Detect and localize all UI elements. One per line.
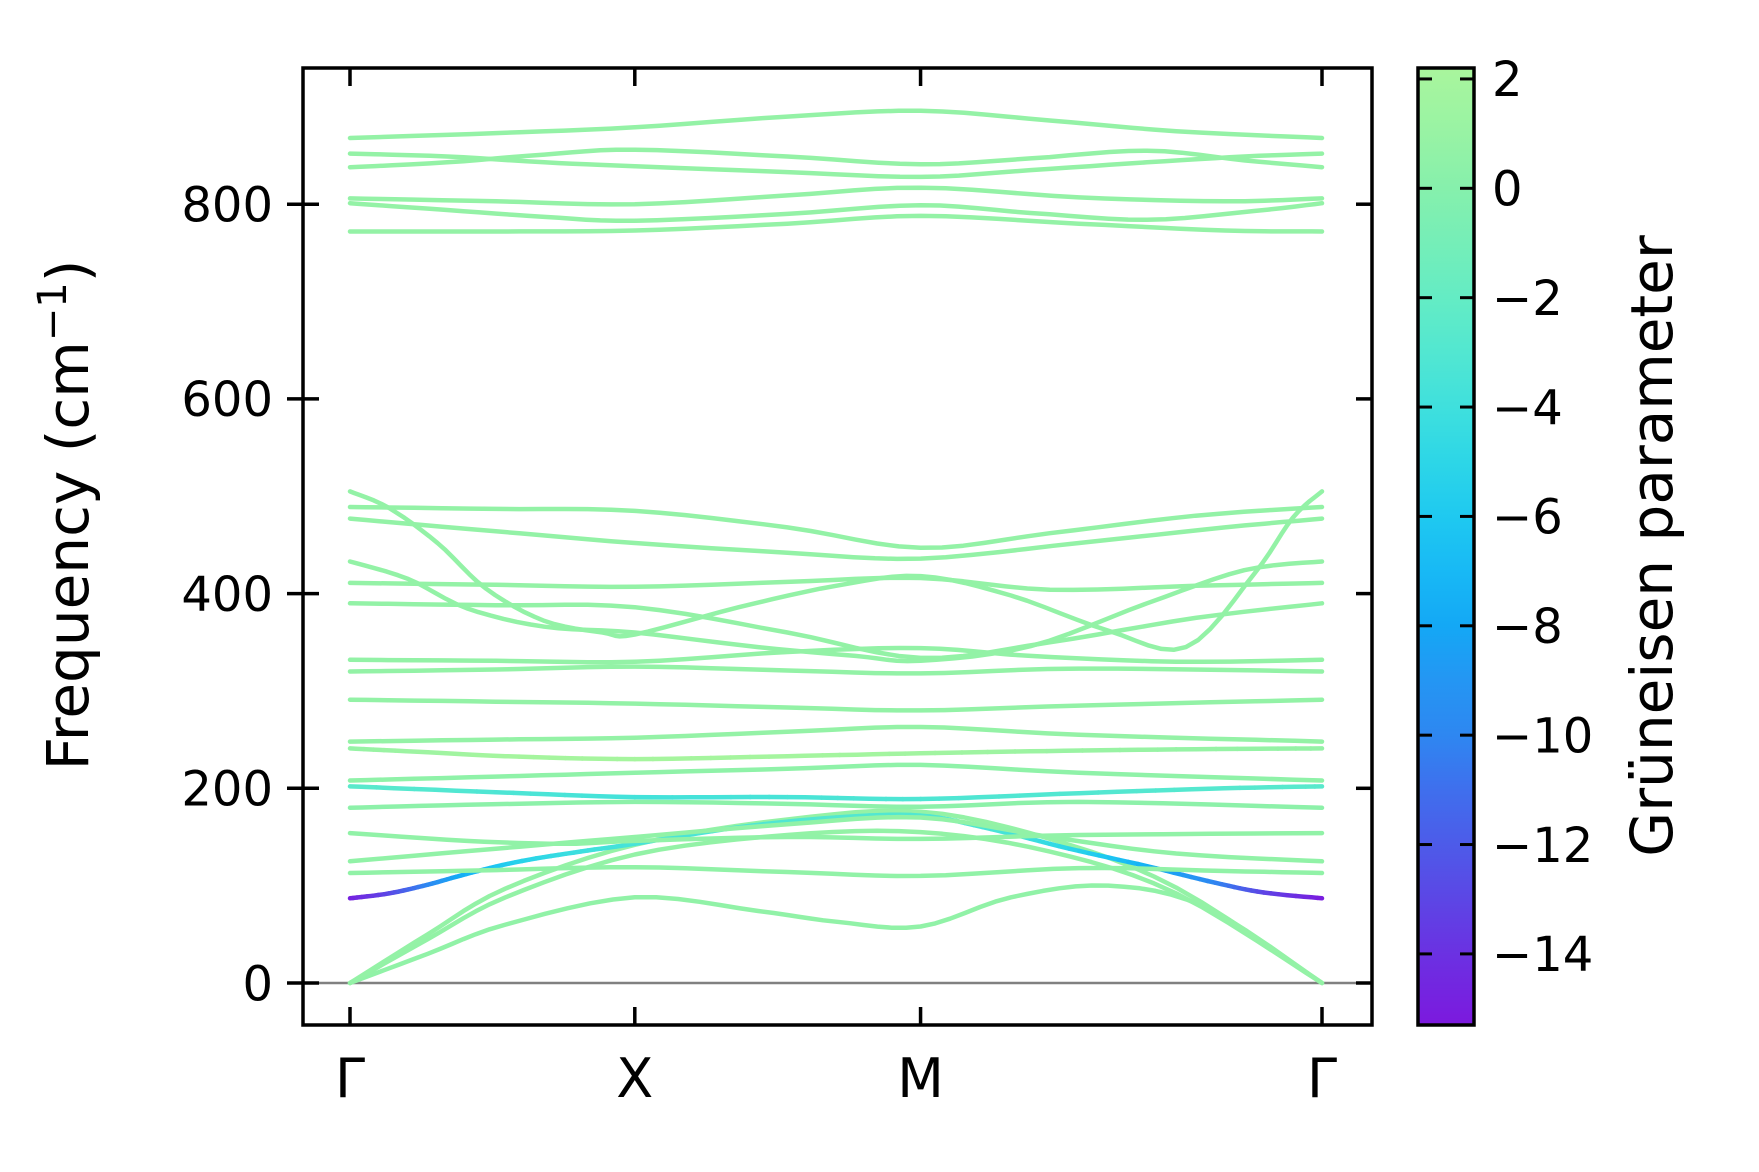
band-optical-390 (347, 601, 1325, 661)
band-segment (996, 793, 1022, 799)
band-segment (1153, 787, 1177, 793)
band-segment (1076, 790, 1101, 796)
band-segment (1057, 790, 1082, 797)
colorbar-tick-label: −14 (1492, 927, 1593, 983)
colorbar-tick-label: −6 (1492, 490, 1563, 546)
band-segment (545, 792, 568, 798)
band-optical-489 (347, 504, 1325, 551)
x-tick-label: X (616, 1047, 653, 1110)
band-optical-208 (347, 762, 1325, 783)
band-acoustic-1 (347, 883, 1325, 986)
band-segment (392, 785, 417, 792)
band-segment (411, 786, 438, 793)
band-segment (516, 754, 536, 760)
colorbar-tick-labels: 2 0 −2 −4 −6 −8 −10 −12 −14 (1492, 52, 1593, 983)
band-segment (531, 754, 552, 760)
band-segment (708, 755, 733, 761)
colorbar-tick-label: 2 (1492, 52, 1523, 108)
axis-tick-labels: 0 200 400 600 800 Γ X M Γ (181, 177, 1337, 1110)
colorbar-tick-label: 0 (1492, 162, 1523, 218)
axis-ticks (287, 68, 1372, 1025)
y-tick-label: 800 (181, 177, 273, 233)
band-segment (374, 785, 397, 791)
y-tick-label: 600 (181, 372, 273, 428)
band-optical-433 (347, 559, 1325, 664)
band-segment (579, 793, 602, 799)
band-segment (976, 794, 1002, 800)
x-tick-label: Γ (1307, 1047, 1337, 1110)
colorbar-ticks (1418, 77, 1474, 956)
band-segment (936, 795, 961, 801)
band-segment (1171, 787, 1195, 793)
colorbar-tick-label: −2 (1492, 271, 1563, 327)
band-segment (546, 755, 568, 761)
band-optical-291 (347, 697, 1325, 713)
y-tick-label: 0 (242, 956, 273, 1012)
band-segment (1134, 788, 1158, 794)
plot-frame (301, 66, 1374, 1027)
band-optical-477 (347, 516, 1325, 562)
band-segment (1115, 788, 1139, 795)
colorbar-tick-label: −12 (1492, 818, 1593, 874)
band-segment (596, 793, 620, 799)
colorbar-tick-label: −10 (1492, 708, 1593, 764)
band-optical-320 (347, 664, 1325, 676)
band-segment (359, 784, 379, 790)
band-optical-806 (347, 185, 1325, 207)
colorbar-tick-label: −4 (1492, 380, 1563, 436)
x-tick-label: Γ (335, 1047, 365, 1110)
band-optical-125 (347, 814, 1325, 864)
y-tick-label: 200 (181, 762, 273, 818)
band-optical-154 (347, 830, 1325, 847)
band-optical-772 (347, 213, 1325, 234)
band-lines (347, 108, 1325, 986)
band-optical-180 (347, 799, 1325, 811)
band-segment (1017, 792, 1042, 798)
colorbar-label: Grüneisen parameter (1618, 235, 1686, 857)
band-segment (956, 795, 981, 801)
band-optical-248 (347, 724, 1325, 744)
band-segment (474, 789, 499, 795)
band-optical-852 (347, 151, 1325, 180)
band-optical-241-yellow (347, 746, 1325, 762)
colorbar (1418, 68, 1474, 1025)
band-segment (528, 791, 551, 797)
band-segment (432, 787, 459, 793)
colorbar-frame (1416, 66, 1476, 1027)
band-segment (1189, 786, 1212, 792)
x-tick-label: M (897, 1047, 944, 1110)
colorbar-tick-label: −8 (1492, 599, 1563, 655)
band-optical-801 (347, 200, 1325, 224)
band-segment (454, 788, 480, 794)
y-axis-label: Frequency (cm−1) (30, 260, 102, 771)
y-tick-label: 400 (181, 567, 273, 623)
band-optical-113 (347, 864, 1325, 879)
band-optical-868 (347, 108, 1325, 141)
band-segment (1206, 786, 1228, 792)
band-segment (728, 754, 753, 760)
band-segment (1037, 791, 1062, 797)
band-optical-202-teal (347, 784, 1325, 802)
band-optical-505 (347, 489, 1325, 653)
band-optical-411 (347, 575, 1325, 593)
band-segment (562, 792, 585, 798)
band-segment (1095, 789, 1120, 795)
band-segment (493, 789, 516, 796)
band-segment (511, 790, 533, 796)
